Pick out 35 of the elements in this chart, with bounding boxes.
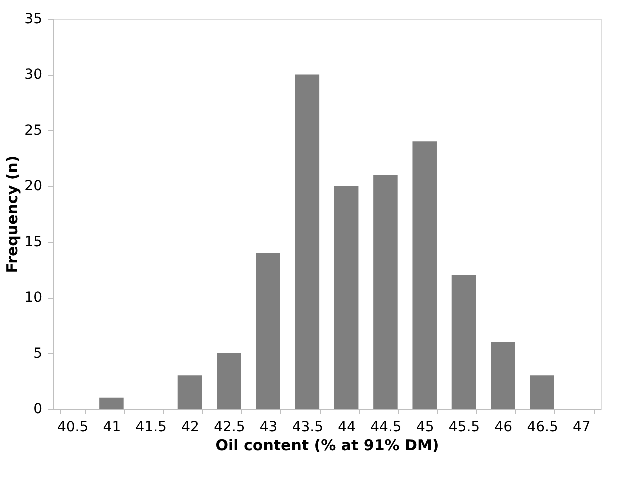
bar — [374, 175, 398, 409]
bar — [256, 253, 280, 409]
x-tick-label: 40.5 — [57, 420, 89, 436]
bar — [334, 186, 359, 409]
x-tick-label: 42 — [182, 420, 200, 436]
bar — [178, 376, 202, 409]
y-tick-label: 15 — [24, 234, 42, 250]
x-tick-label: 44 — [338, 420, 356, 436]
x-tick-label: 45.5 — [448, 420, 480, 436]
x-tick-label: 47 — [573, 420, 591, 436]
y-tick-label: 0 — [34, 402, 42, 418]
x-tick-label: 46 — [494, 420, 513, 436]
x-tick-label: 43 — [260, 420, 278, 436]
x-tick-label: 41.5 — [136, 420, 167, 436]
y-tick-label: 25 — [24, 122, 42, 139]
x-tick-label: 42.5 — [214, 420, 246, 436]
y-tick-label: 30 — [24, 67, 42, 84]
bar — [452, 275, 476, 409]
bar — [530, 376, 554, 409]
bar — [100, 398, 124, 409]
bar — [412, 142, 437, 409]
x-tick-label: 45 — [416, 420, 434, 436]
y-tick-label: 10 — [24, 290, 42, 306]
x-tick-label: 46.5 — [527, 420, 558, 436]
y-tick-label: 35 — [24, 12, 42, 28]
y-axis-title: Frequency (n) — [4, 156, 22, 274]
y-tick-label: 20 — [24, 178, 42, 195]
bar — [295, 74, 320, 409]
x-tick-label: 41 — [103, 420, 122, 436]
bar — [217, 353, 242, 409]
x-tick-label: 43.5 — [292, 420, 324, 436]
y-tick-label: 5 — [34, 346, 42, 362]
x-axis-title: Oil content (% at 91% DM) — [216, 436, 440, 454]
x-tick-label: 44.5 — [370, 420, 402, 436]
bar — [491, 342, 516, 409]
